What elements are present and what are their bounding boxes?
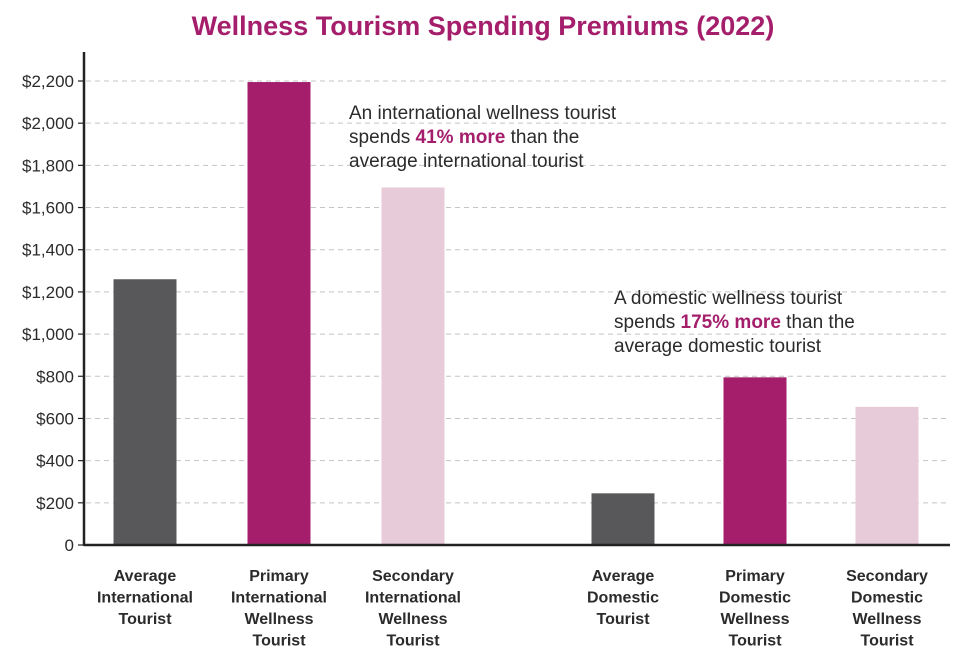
y-tick-label: $1,600	[22, 199, 74, 218]
x-category-label: Primary Domestic Wellness Tourist	[719, 568, 791, 650]
y-tick-label: $200	[36, 494, 74, 513]
x-category-label: Average International Tourist	[97, 568, 193, 628]
y-tick-label: $400	[36, 452, 74, 471]
y-tick-label: $1,200	[22, 283, 74, 302]
annotation-text: An international wellness tourist spends …	[349, 103, 617, 172]
axes	[82, 52, 950, 547]
x-category-label: Secondary International Wellness Tourist	[365, 568, 461, 650]
bar	[113, 279, 177, 545]
y-tick-label: 0	[65, 536, 74, 555]
y-tick-labels: 0 $200 $400 $600 $800 $1,000 $1,200 $1,400 $1,60…	[22, 72, 84, 555]
annotations: An international wellness tourist spends …	[349, 103, 855, 357]
y-tick-label: $1,800	[22, 156, 74, 175]
y-tick-label: $600	[36, 409, 74, 428]
bars	[113, 82, 919, 546]
x-category-labels: Average International Tourist Primary Intern…	[97, 568, 928, 650]
y-tick-label: $1,400	[22, 241, 74, 260]
chart-title: Wellness Tourism Spending Premiums (2022…	[192, 11, 775, 41]
x-category-label: Average Domestic Tourist	[587, 568, 659, 628]
y-tick-label: $1,000	[22, 325, 74, 344]
bar	[723, 377, 787, 545]
bar	[247, 82, 311, 546]
y-tick-label: $2,200	[22, 72, 74, 91]
x-category-label: Secondary Domestic Wellness Tourist	[846, 568, 928, 650]
x-category-label: Primary International Wellness Tourist	[231, 568, 327, 650]
bar	[855, 406, 919, 545]
bar	[381, 187, 445, 545]
y-tick-label: $2,000	[22, 114, 74, 133]
annotation-text: A domestic wellness tourist spends 175% m…	[614, 288, 855, 357]
gridlines	[86, 80, 950, 504]
y-tick-label: $800	[36, 367, 74, 386]
bar	[591, 493, 655, 545]
